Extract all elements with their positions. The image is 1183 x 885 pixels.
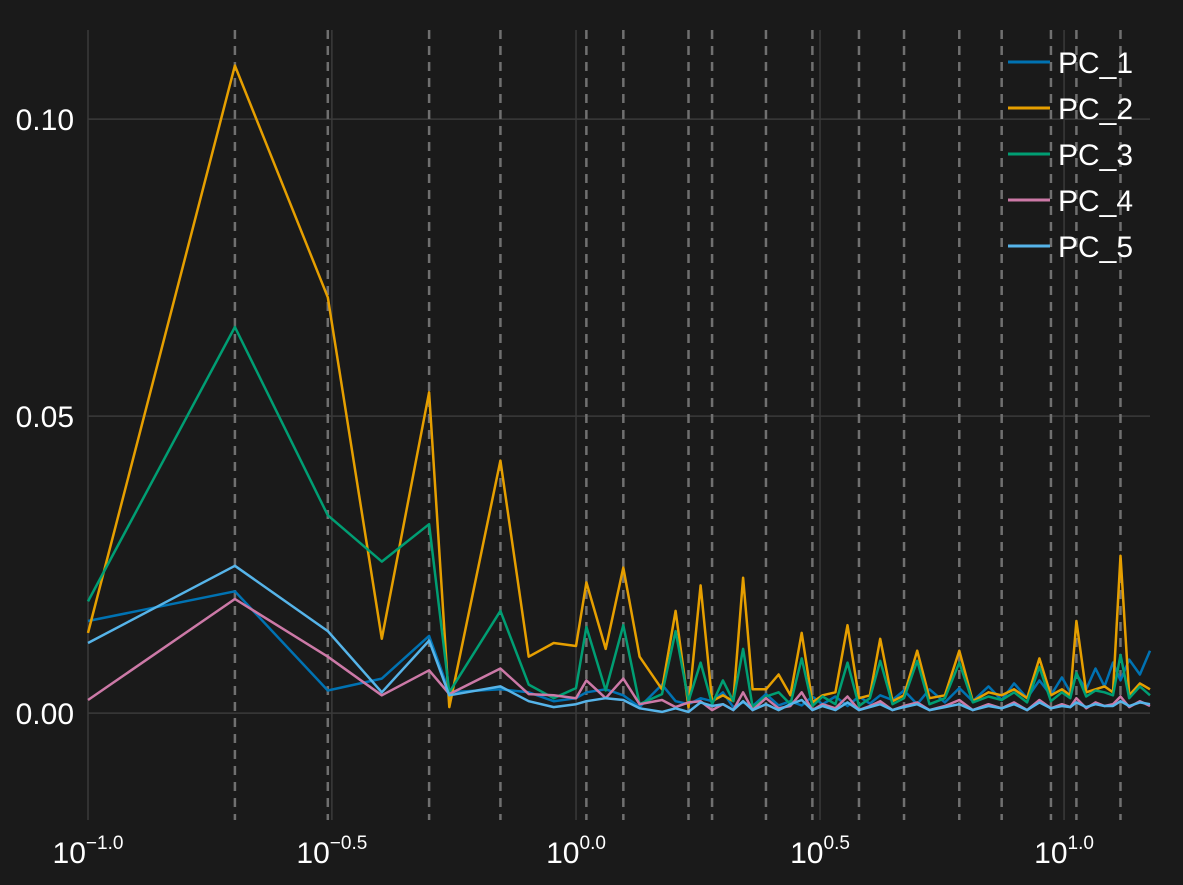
legend-item: PC_4 xyxy=(1008,185,1133,218)
series-lines xyxy=(86,64,1152,714)
x-tick-label: 10−1.0 xyxy=(53,833,124,870)
legend-label: PC_5 xyxy=(1058,231,1133,264)
legend-label: PC_3 xyxy=(1058,139,1133,172)
x-tick-base: 10 xyxy=(296,837,329,870)
legend-label: PC_1 xyxy=(1058,47,1133,80)
x-tick-exponent: 0.5 xyxy=(824,833,850,854)
y-tick-label: 0.00 xyxy=(16,698,74,731)
x-tick-label: 101.0 xyxy=(1034,833,1094,870)
legend-label: PC_2 xyxy=(1058,93,1133,126)
series-line-2 xyxy=(86,64,1151,709)
legend-item: PC_1 xyxy=(1008,47,1133,80)
y-tick-label: 0.10 xyxy=(16,104,74,137)
x-tick-exponent: 0.0 xyxy=(580,833,606,854)
legend-item: PC_3 xyxy=(1008,139,1133,172)
x-tick-exponent: −0.5 xyxy=(330,833,368,854)
x-tick-base: 10 xyxy=(1034,837,1067,870)
legend: PC_1 PC_2 PC_3 PC_4 PC_5 xyxy=(1008,47,1133,264)
x-tick-base: 10 xyxy=(546,837,579,870)
x-tick-label: 100.5 xyxy=(790,833,850,870)
x-tick-label: 10−0.5 xyxy=(296,833,367,870)
x-tick-label: 100.0 xyxy=(546,833,606,870)
series-line-3 xyxy=(86,325,1151,709)
legend-label: PC_4 xyxy=(1058,185,1133,218)
legend-item: PC_2 xyxy=(1008,93,1133,126)
grid-lines xyxy=(87,30,1150,820)
x-tick-exponent: −1.0 xyxy=(86,833,124,854)
x-tick-base: 10 xyxy=(790,837,823,870)
y-axis-tick-labels: 0.00 0.05 0.10 xyxy=(16,104,74,731)
legend-item: PC_5 xyxy=(1008,231,1133,264)
x-axis-tick-labels: 10−1.0 10−0.5 100.0 100.5 101.0 xyxy=(53,833,1094,870)
y-tick-label: 0.05 xyxy=(16,401,74,434)
x-tick-exponent: 1.0 xyxy=(1068,833,1094,854)
x-tick-base: 10 xyxy=(53,837,86,870)
series-line-5 xyxy=(87,564,1151,714)
